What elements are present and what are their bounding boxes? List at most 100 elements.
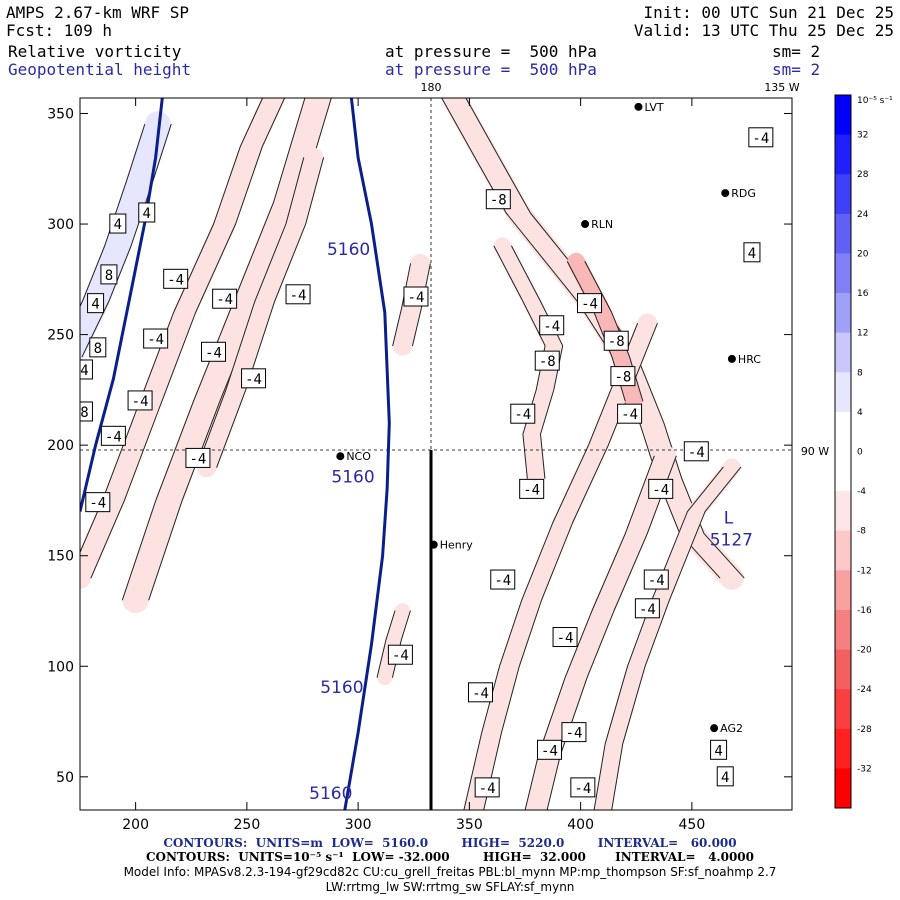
vorticity-label: -4 bbox=[566, 726, 583, 742]
vorticity-label: 4 bbox=[721, 770, 729, 786]
low-center-value: 5127 bbox=[710, 531, 753, 551]
station-label: AG2 bbox=[720, 722, 743, 735]
vorticity-label: -8 bbox=[490, 193, 507, 209]
colorbar-tick-label: -32 bbox=[857, 764, 872, 774]
vorticity-label: -4 bbox=[688, 445, 705, 461]
station-label: RDG bbox=[731, 187, 756, 200]
vorticity-contour-line bbox=[196, 157, 305, 468]
vorticity-label: -4 bbox=[89, 496, 106, 512]
colorbar-tick-label: 16 bbox=[857, 289, 869, 299]
station-dot bbox=[429, 540, 438, 549]
colorbar-tick-label: -8 bbox=[857, 527, 866, 537]
vorticity-label: -4 bbox=[472, 686, 489, 702]
height-contour-label: 5160 bbox=[309, 784, 352, 804]
station-label: RLN bbox=[591, 218, 613, 231]
colorbar-tick-label: -16 bbox=[857, 606, 872, 616]
colorbar-tick-label: 32 bbox=[857, 131, 868, 141]
colorbar-tick-label: -4 bbox=[857, 487, 866, 497]
vorticity-label-box bbox=[490, 569, 516, 590]
vorticity-label: -8 bbox=[539, 354, 556, 370]
vorticity-contour-line bbox=[391, 610, 411, 678]
field1-level: at pressure = 500 hPa bbox=[385, 42, 597, 61]
y-tick-label: 250 bbox=[47, 328, 74, 344]
colorbar-swatch bbox=[835, 332, 851, 373]
vorticity-label-box bbox=[643, 569, 669, 590]
vorticity-label-box bbox=[87, 293, 105, 314]
vorticity-contour-line bbox=[81, 124, 172, 358]
vorticity-label-box bbox=[534, 350, 560, 371]
vorticity-contour-line bbox=[376, 610, 396, 678]
vorticity-label: -4 bbox=[752, 131, 769, 147]
vorticity-label: -4 bbox=[290, 288, 307, 304]
vorticity-contour-line bbox=[546, 455, 677, 810]
y-tick-label: 200 bbox=[47, 438, 74, 454]
vorticity-label-box bbox=[603, 330, 629, 351]
vorticity-label-box bbox=[241, 368, 267, 389]
station-dot bbox=[721, 189, 730, 198]
height-contour-label: 5160 bbox=[331, 468, 374, 488]
colorbar-tick-label: 8 bbox=[857, 368, 863, 378]
vorticity-contour-line bbox=[611, 466, 742, 810]
vorticity-label: -4 bbox=[408, 290, 425, 306]
vorticity-label-box bbox=[89, 337, 107, 358]
vorticity-label: -4 bbox=[574, 781, 591, 797]
y-tick-label: 350 bbox=[47, 106, 74, 122]
vorticity-label: 4 bbox=[91, 297, 99, 313]
y-tick-label: 100 bbox=[47, 659, 74, 675]
vorticity-label: -4 bbox=[167, 272, 184, 288]
colorbar-tick-label: 24 bbox=[857, 210, 869, 220]
station-label: HRC bbox=[738, 353, 761, 366]
height-contour-1 bbox=[80, 98, 164, 512]
plot-area: 51605160516051604484848-4-4-4-4-4-4-4-4-… bbox=[80, 98, 792, 810]
longitude-label-90w: 90 W bbox=[801, 445, 829, 458]
x-tick-label: 350 bbox=[456, 817, 483, 833]
plot-frame bbox=[79, 97, 793, 811]
vorticity-band bbox=[122, 98, 332, 614]
field2-name: Geopotential height bbox=[8, 60, 192, 79]
vorticity-contour-line bbox=[216, 157, 324, 468]
colorbar-swatch bbox=[835, 491, 851, 532]
vorticity-label-box bbox=[536, 739, 562, 760]
vorticity-label: -4 bbox=[523, 482, 540, 498]
vorticity-label-box bbox=[710, 739, 728, 760]
vorticity-label-box bbox=[610, 366, 636, 387]
vorticity-band bbox=[196, 147, 324, 478]
vorticity-label-box bbox=[683, 441, 709, 462]
height-contour-info: CONTOURS: UNITS=m LOW= 5160.0 HIGH= 5220… bbox=[163, 836, 737, 850]
vorticity-band bbox=[525, 445, 677, 810]
vorticity-label-box bbox=[80, 401, 93, 422]
colorbar-swatch bbox=[835, 768, 851, 809]
vorticity-label-box bbox=[474, 777, 500, 798]
forecast-hour: Fcst: 109 h bbox=[6, 21, 112, 40]
vorticity-label-box bbox=[109, 213, 127, 234]
low-center-marker: L bbox=[724, 509, 734, 529]
x-tick-label: 200 bbox=[122, 817, 149, 833]
vorticity-label: -4 bbox=[621, 407, 638, 423]
model-title: AMPS 2.67-km WRF SP bbox=[6, 3, 190, 22]
vorticity-label-box bbox=[85, 492, 111, 513]
vorticity-label-box bbox=[80, 359, 93, 380]
station-label: Henry bbox=[440, 539, 474, 552]
vorticity-label-box bbox=[468, 682, 493, 703]
vorticity-label-box bbox=[100, 264, 118, 285]
y-tick-label: 150 bbox=[47, 549, 74, 565]
vorticity-label-box bbox=[485, 189, 511, 210]
vorticity-label: -4 bbox=[245, 372, 262, 388]
station-dot bbox=[710, 724, 719, 733]
vorticity-label-box bbox=[743, 242, 761, 263]
colorbar-frame bbox=[834, 94, 852, 809]
vorticity-label-box bbox=[634, 598, 660, 619]
vorticity-contour-line bbox=[524, 455, 655, 810]
vorticity-label: 8 bbox=[80, 405, 88, 421]
vorticity-label-box bbox=[212, 288, 238, 309]
colorbar-swatch bbox=[835, 134, 851, 175]
vorticity-label-box bbox=[127, 390, 153, 411]
vorticity-contour-line bbox=[411, 263, 431, 347]
colorbar-tick-label: -20 bbox=[857, 646, 872, 656]
colorbar-swatch bbox=[835, 95, 851, 136]
vorticity-label: -4 bbox=[132, 394, 149, 410]
vorticity-label: -4 bbox=[514, 407, 531, 423]
vorticity-label: -4 bbox=[581, 297, 598, 313]
longitude-label-135w: 135 W bbox=[764, 81, 799, 94]
